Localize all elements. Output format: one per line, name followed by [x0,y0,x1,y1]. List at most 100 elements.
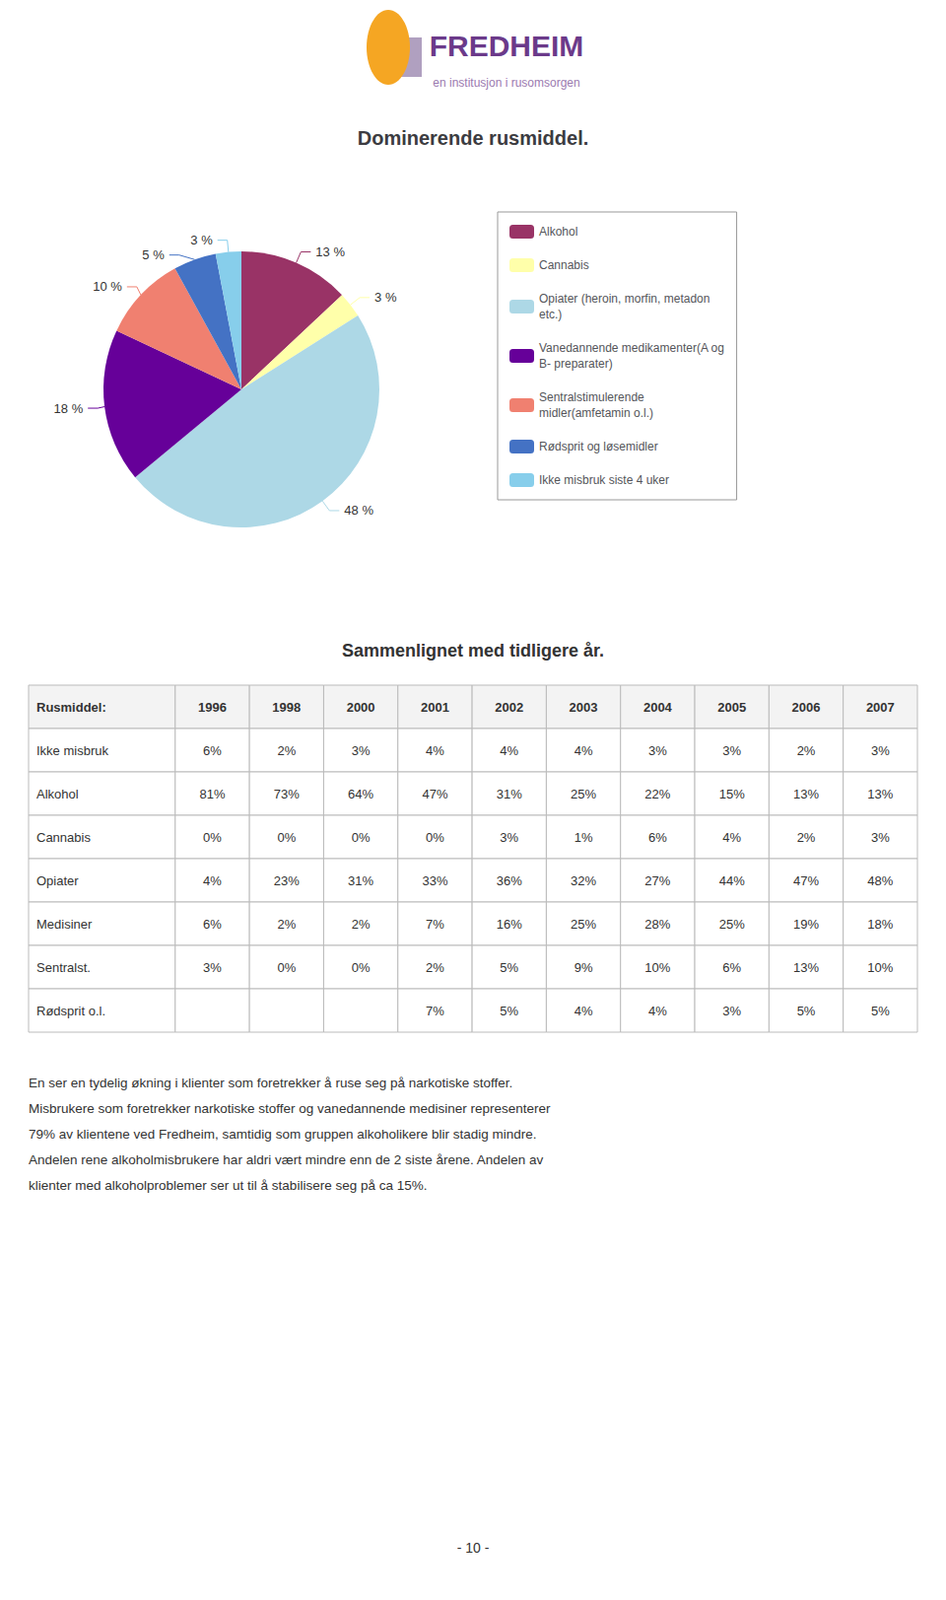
svg-text:2%: 2% [276,743,296,758]
svg-text:0%: 0% [351,959,371,975]
svg-text:6%: 6% [202,916,222,932]
svg-text:13%: 13% [867,786,893,802]
svg-text:2005: 2005 [717,699,746,715]
svg-text:Rødsprit og løsemidler: Rødsprit og løsemidler [539,439,659,454]
svg-text:36%: 36% [496,873,523,888]
svg-text:Alkohol: Alkohol [36,786,79,802]
svg-text:2006: 2006 [792,699,821,715]
svg-text:48%: 48% [867,873,893,888]
svg-text:3%: 3% [351,743,371,758]
svg-text:klienter med alkoholproblemer: klienter med alkoholproblemer ser ut til… [28,1177,427,1193]
svg-text:47%: 47% [421,786,448,802]
svg-text:3%: 3% [722,743,742,758]
svg-text:0%: 0% [351,829,371,845]
svg-text:3%: 3% [499,829,519,845]
svg-text:64%: 64% [347,786,374,802]
svg-text:Dominerende rusmiddel.: Dominerende rusmiddel. [357,127,590,149]
svg-text:2000: 2000 [346,699,376,715]
svg-text:0%: 0% [425,829,445,845]
svg-text:Opiater: Opiater [36,873,79,888]
svg-text:73%: 73% [273,786,300,802]
svg-text:16%: 16% [496,916,523,932]
svg-text:33%: 33% [421,873,448,888]
svg-text:3 %: 3 % [190,232,213,248]
svg-text:- 10 -: - 10 - [457,1539,490,1555]
svg-text:2001: 2001 [420,699,450,715]
svg-text:10 %: 10 % [92,278,123,294]
svg-text:48 %: 48 % [343,502,374,518]
svg-text:Misbrukere som foretrekker nar: Misbrukere som foretrekker narkotiske st… [28,1100,551,1116]
svg-text:Ikke misbruk: Ikke misbruk [36,743,109,758]
svg-text:2004: 2004 [643,699,674,715]
svg-text:6%: 6% [648,829,668,845]
svg-text:3%: 3% [871,829,890,845]
svg-text:2%: 2% [276,916,296,932]
svg-text:25%: 25% [570,916,597,932]
svg-text:3%: 3% [648,743,668,758]
svg-text:3%: 3% [871,743,890,758]
svg-text:Sammenlignet med tidligere år.: Sammenlignet med tidligere år. [341,640,605,661]
svg-text:FREDHEIM: FREDHEIM [429,29,585,63]
svg-text:1996: 1996 [198,699,227,715]
svg-text:Alkohol: Alkohol [539,224,578,239]
svg-text:4%: 4% [499,743,519,758]
svg-text:2002: 2002 [494,699,524,715]
svg-text:1%: 1% [574,829,594,845]
svg-text:En ser en tydelig økning i kli: En ser en tydelig økning i klienter som … [28,1075,513,1090]
svg-text:en institusjon i rusomsorgen: en institusjon i rusomsorgen [432,75,580,90]
svg-text:4%: 4% [425,743,445,758]
svg-text:Medisiner: Medisiner [36,916,93,932]
svg-text:4%: 4% [202,873,222,888]
svg-text:2%: 2% [425,959,445,975]
svg-text:79% av klientene ved Fredheim,: 79% av klientene ved Fredheim, samtidig … [28,1126,538,1142]
svg-text:32%: 32% [570,873,597,888]
svg-text:4%: 4% [722,829,742,845]
svg-text:4%: 4% [648,1003,668,1018]
svg-text:27%: 27% [644,873,671,888]
svg-text:15%: 15% [719,786,745,802]
svg-text:Andelen rene alkoholmisbrukere: Andelen rene alkoholmisbrukere har aldri… [28,1151,544,1167]
svg-text:Opiater (heroin, morfin, metad: Opiater (heroin, morfin, metadon [539,291,710,306]
svg-text:Ikke misbruk siste 4 uker: Ikke misbruk siste 4 uker [539,473,670,487]
svg-text:18 %: 18 % [54,401,84,416]
svg-text:2%: 2% [351,916,371,932]
svg-text:31%: 31% [347,873,374,888]
svg-text:0%: 0% [276,829,296,845]
svg-text:81%: 81% [199,786,225,802]
svg-text:47%: 47% [793,873,819,888]
svg-text:1998: 1998 [271,699,301,715]
svg-text:28%: 28% [644,916,671,932]
svg-text:5%: 5% [797,1003,816,1018]
svg-text:3%: 3% [202,959,222,975]
svg-text:25%: 25% [719,916,745,932]
svg-text:6%: 6% [722,959,742,975]
svg-text:5%: 5% [499,959,519,975]
svg-text:B- preparater): B- preparater) [539,356,613,371]
svg-text:31%: 31% [496,786,523,802]
svg-text:5%: 5% [871,1003,890,1018]
svg-text:6%: 6% [202,743,222,758]
svg-text:2%: 2% [797,829,816,845]
svg-text:Sentralst.: Sentralst. [36,959,91,975]
svg-text:Rødsprit o.l.: Rødsprit o.l. [36,1003,106,1018]
svg-text:13%: 13% [793,786,819,802]
svg-text:2003: 2003 [569,699,599,715]
svg-text:etc.): etc.) [539,307,562,322]
svg-text:0%: 0% [202,829,222,845]
svg-text:5%: 5% [499,1003,519,1018]
svg-text:13 %: 13 % [315,244,345,260]
svg-text:Cannabis: Cannabis [36,829,91,845]
svg-text:7%: 7% [425,916,445,932]
svg-text:19%: 19% [793,916,819,932]
svg-text:2007: 2007 [866,699,895,715]
svg-text:25%: 25% [570,786,597,802]
svg-text:Rusmiddel:: Rusmiddel: [36,699,107,715]
svg-text:22%: 22% [644,786,671,802]
svg-text:3%: 3% [722,1003,742,1018]
svg-text:7%: 7% [425,1003,445,1018]
svg-text:3 %: 3 % [374,289,398,305]
svg-text:midler(amfetamin o.l.): midler(amfetamin o.l.) [539,405,654,420]
svg-text:10%: 10% [644,959,671,975]
svg-text:5 %: 5 % [141,247,165,263]
svg-text:0%: 0% [276,959,296,975]
